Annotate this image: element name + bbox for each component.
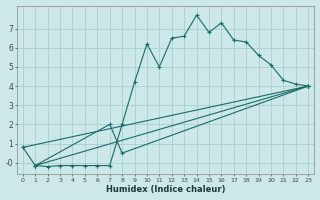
X-axis label: Humidex (Indice chaleur): Humidex (Indice chaleur) bbox=[106, 185, 225, 194]
